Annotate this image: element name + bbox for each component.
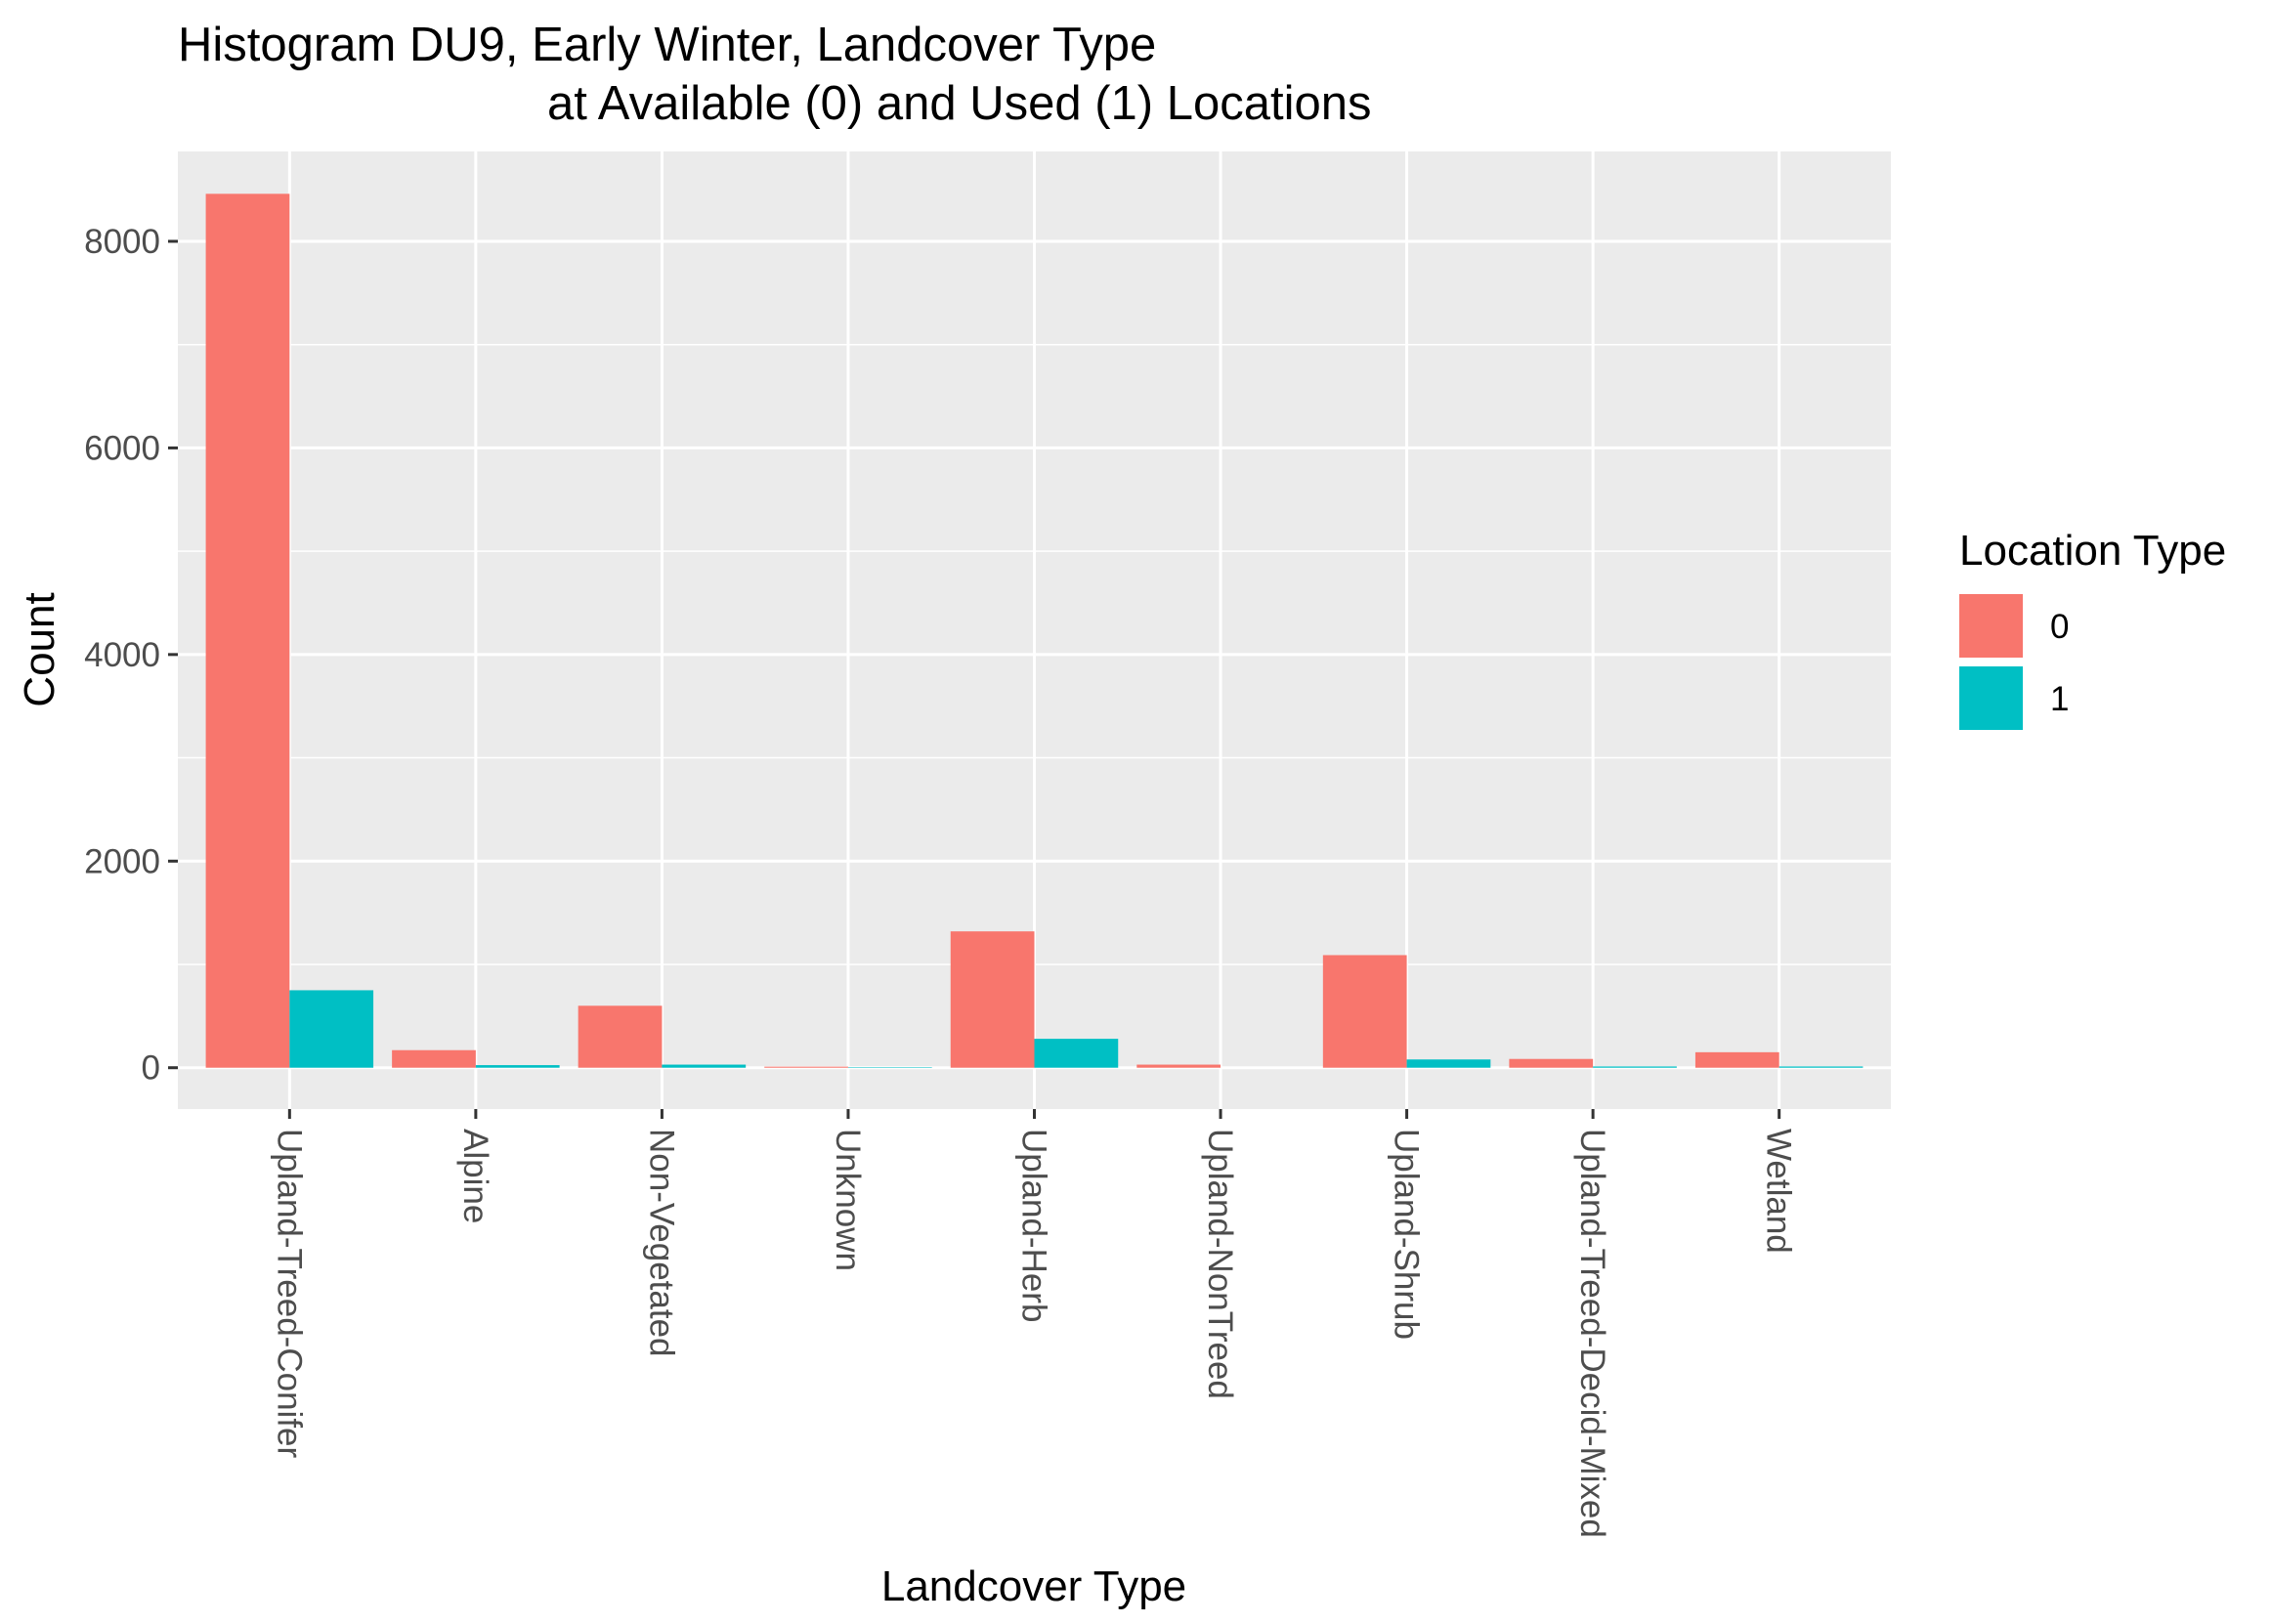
bar-series-0-unknown: [764, 1066, 848, 1068]
chart-title-line1: Histogram DU9, Early Winter, Landcover T…: [178, 19, 1156, 71]
y-axis: 0 2000 4000 6000 8000: [84, 223, 178, 1088]
y-tick-label: 0: [142, 1049, 160, 1088]
x-axis: Upland-Treed-Conifer Alpine Non-Vegetated U…: [270, 1109, 1798, 1538]
x-axis-title: Landcover Type: [881, 1562, 1186, 1610]
bar-series-0-upland-treed-conifer: [205, 193, 290, 1068]
x-tick-label: Upland-Treed-Conifer: [270, 1129, 308, 1459]
bar-series-0-upland-herb: [950, 931, 1035, 1068]
bar-series-0-upland-nontreed: [1136, 1064, 1221, 1068]
legend-key-0: [1959, 594, 2023, 658]
bar-series-1-upland-herb: [1034, 1039, 1119, 1068]
legend: Location Type 0 1: [1959, 527, 2226, 730]
bar-series-0-wetland: [1694, 1051, 1779, 1068]
x-tick-label: Unknown: [829, 1129, 867, 1271]
bar-series-1-wetland: [1778, 1066, 1864, 1068]
legend-title: Location Type: [1959, 527, 2226, 575]
bar-series-1-non-vegetated: [662, 1064, 747, 1068]
bar-series-0-non-vegetated: [578, 1005, 663, 1068]
bar-series-1-unknown: [847, 1067, 932, 1068]
y-tick-label: 8000: [84, 223, 160, 261]
bars: [205, 193, 1864, 1068]
y-tick-label: 4000: [84, 636, 160, 674]
bar-series-0-upland-shrub: [1322, 955, 1407, 1068]
chart-title-line2: at Available (0) and Used (1) Locations: [547, 77, 1371, 130]
y-tick-label: 2000: [84, 842, 160, 880]
legend-label-1: 1: [2050, 680, 2069, 718]
x-tick-label: Upland-Herb: [1015, 1129, 1053, 1322]
x-tick-label: Upland-Treed-Decid-Mixed: [1573, 1129, 1611, 1538]
bar-series-1-alpine: [475, 1065, 560, 1068]
bar-series-1-upland-treed-decid-mixed: [1593, 1066, 1677, 1068]
bar-series-0-upland-treed-decid-mixed: [1509, 1058, 1594, 1068]
x-tick-label: Non-Vegetated: [642, 1129, 680, 1357]
x-tick-label: Wetland: [1760, 1129, 1798, 1254]
x-tick-label: Upland-NonTreed: [1201, 1129, 1239, 1399]
bar-series-1-upland-treed-conifer: [289, 990, 374, 1068]
legend-key-1: [1959, 666, 2023, 730]
y-tick-label: 6000: [84, 429, 160, 467]
bar-series-0-alpine: [392, 1049, 476, 1068]
x-tick-label: Upland-Shrub: [1388, 1129, 1426, 1340]
bar-series-1-upland-shrub: [1406, 1059, 1491, 1068]
legend-label-0: 0: [2050, 608, 2069, 646]
x-tick-label: Alpine: [456, 1129, 494, 1223]
y-axis-title: Count: [16, 592, 64, 706]
